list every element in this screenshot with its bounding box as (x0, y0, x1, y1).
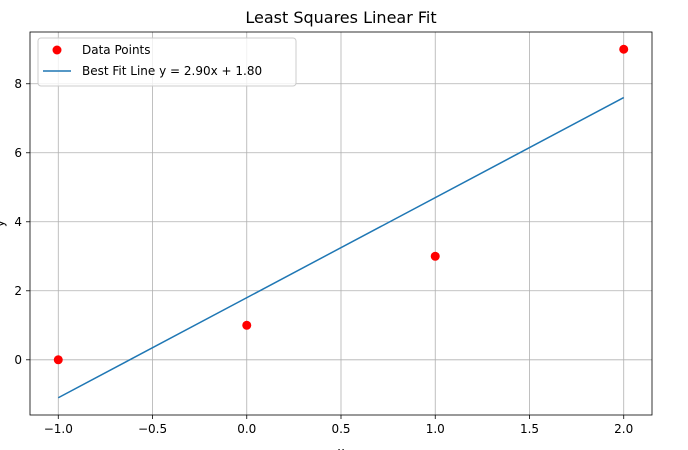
grid (30, 32, 652, 415)
legend: Data Points Best Fit Line y = 2.90x + 1.… (37, 37, 297, 87)
y-tick-label: 4 (14, 215, 22, 229)
y-tick-label: 0 (14, 353, 22, 367)
y-tick-label: 8 (14, 77, 22, 91)
data-point (430, 251, 440, 261)
x-tick-label: 2.0 (614, 422, 633, 436)
axis-ticks: −1.0 −0.5 0.0 0.5 1.0 1.5 2.0 0 2 4 6 8 (14, 77, 633, 436)
y-tick-label: 2 (14, 284, 22, 298)
legend-box (37, 37, 297, 87)
x-tick-label: 1.0 (426, 422, 445, 436)
x-tick-label: −0.5 (138, 422, 167, 436)
x-tick-label: 1.5 (520, 422, 539, 436)
y-axis-label: y (0, 220, 7, 227)
legend-label-data-points: Data Points (82, 43, 151, 57)
plot-series (53, 44, 629, 399)
legend-marker-data-points (52, 45, 62, 55)
x-axis-label: x (337, 445, 344, 450)
legend-label-best-fit-line: Best Fit Line y = 2.90x + 1.80 (82, 64, 262, 78)
x-tick-label: 0.5 (331, 422, 350, 436)
x-tick-label: 0.0 (237, 422, 256, 436)
data-point (619, 44, 629, 54)
data-point (242, 320, 252, 330)
y-tick-label: 6 (14, 146, 22, 160)
best-fit-line (57, 96, 625, 399)
chart-title: Least Squares Linear Fit (245, 8, 436, 27)
x-tick-label: −1.0 (44, 422, 73, 436)
data-point (53, 355, 63, 365)
